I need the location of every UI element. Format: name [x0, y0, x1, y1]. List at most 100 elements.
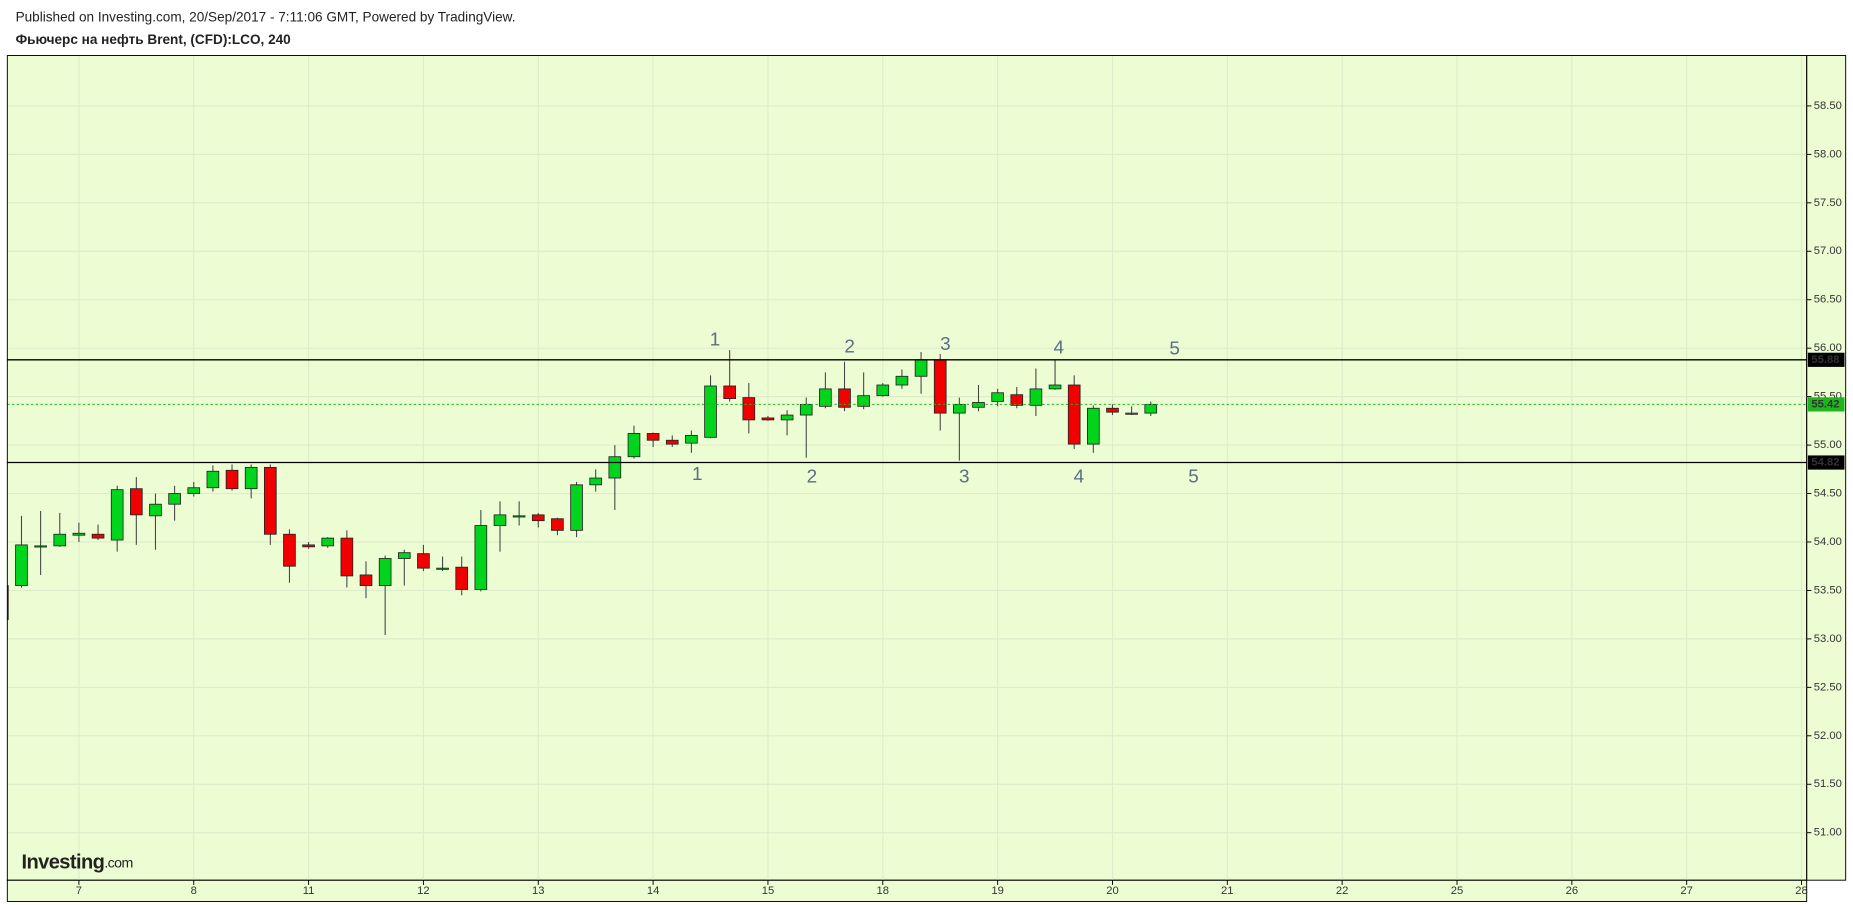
wave-label: 1: [692, 464, 703, 485]
candle-body: [340, 537, 354, 577]
x-tick-label: 19: [991, 885, 1003, 897]
candle-body: [551, 518, 564, 531]
y-tick-label: 53.00: [1814, 633, 1842, 645]
candle-body: [838, 388, 851, 408]
candle-body: [972, 402, 985, 408]
x-tick-label: 11: [303, 885, 315, 897]
candle-body: [589, 477, 603, 486]
candle-body: [1125, 412, 1138, 415]
candle-body: [780, 414, 794, 421]
candle-body: [685, 434, 698, 444]
x-tick-label: 20: [1106, 885, 1118, 897]
time-axis-area: [6, 879, 1808, 902]
wave-label: 4: [1054, 338, 1065, 359]
y-tick-label: 51.00: [1814, 827, 1842, 839]
x-tick-label: 28: [1795, 885, 1807, 897]
logo-suffix: .com: [104, 855, 132, 871]
candle-body: [742, 397, 756, 421]
candle-body: [436, 567, 449, 570]
candle-body: [263, 466, 277, 535]
level-label: 55.42: [1811, 398, 1839, 410]
published-note: Published on Investing.com, 20/Sep/2017 …: [16, 9, 516, 24]
symbol-title: Фьючерс на нефть Brent, (CFD):LCO, 240: [16, 32, 291, 47]
grid: [7, 55, 1807, 881]
candle-body: [1087, 407, 1100, 445]
y-tick-label: 52.50: [1814, 681, 1842, 693]
candle-body: [359, 574, 373, 587]
candle-body: [225, 469, 239, 490]
wave-label: 4: [1074, 466, 1085, 487]
candle-body: [34, 545, 47, 548]
y-tick-label: 54.00: [1814, 536, 1842, 548]
candle-body: [608, 456, 622, 479]
x-tick-label: 14: [647, 885, 659, 897]
candle-body: [397, 552, 411, 559]
axes: 51.00 51.50 52.00 52.50 53.00 53.50 54.00 54.50…: [7, 100, 1845, 897]
candle-body: [819, 388, 832, 407]
candle-body: [914, 359, 928, 377]
candle-body: [991, 392, 1004, 402]
candle-body: [1048, 384, 1062, 390]
candle-body: [283, 533, 296, 567]
y-tick-label: 57.00: [1814, 245, 1842, 257]
x-tick-label: 27: [1680, 885, 1692, 897]
x-tick-label: 13: [532, 885, 544, 897]
y-tick-label: 54.50: [1814, 488, 1842, 500]
candle-body: [1144, 403, 1158, 414]
candle-body: [531, 514, 545, 522]
candles: [7, 350, 1158, 636]
candle-body: [646, 433, 660, 441]
candle-body: [302, 544, 315, 548]
candle-body: [1106, 407, 1119, 413]
y-tick-label: 57.50: [1814, 197, 1842, 209]
y-tick-label: 53.50: [1814, 584, 1842, 596]
x-tick-label: 25: [1451, 885, 1463, 897]
wave-label: 3: [940, 334, 951, 355]
wave-label: 2: [807, 466, 818, 487]
y-tick-label: 56.00: [1814, 342, 1842, 354]
candle-body: [244, 466, 258, 490]
candle-body: [933, 359, 947, 414]
level-label: 55.88: [1811, 354, 1839, 366]
candle-body: [857, 395, 870, 407]
candle-body: [378, 558, 392, 587]
logo-main: Investing: [22, 852, 105, 874]
x-tick-label: 22: [1336, 885, 1348, 897]
candle-body: [512, 515, 526, 518]
level-tag: [1807, 455, 1845, 470]
x-tick-label: 8: [191, 885, 197, 897]
level-tag: [1807, 352, 1845, 367]
candle-body: [53, 533, 67, 547]
candle-body: [1010, 394, 1024, 406]
candle-body: [627, 433, 641, 458]
candle-body: [876, 384, 890, 397]
x-tick-label: 15: [762, 885, 774, 897]
y-tick-label: 58.50: [1814, 100, 1842, 112]
wave-label: 5: [1169, 339, 1180, 360]
logo: Investing.com: [22, 852, 133, 874]
candle-body: [474, 525, 488, 590]
level-label: 54.82: [1811, 456, 1839, 468]
candle-body: [455, 566, 469, 590]
candle-body: [321, 537, 335, 547]
wave-label: 1: [710, 329, 721, 350]
candle-body: [799, 403, 813, 416]
y-tick-label: 55.00: [1814, 439, 1842, 451]
candle-body: [91, 533, 105, 539]
plot-border: [6, 55, 1808, 881]
x-tick-label: 7: [76, 885, 82, 897]
candle-body: [953, 403, 966, 414]
wave-label: 3: [959, 466, 970, 487]
candle-body: [187, 487, 201, 494]
x-tick-label: 21: [1221, 885, 1233, 897]
plot-area: [7, 55, 1807, 881]
candle-body: [206, 470, 220, 489]
candle-body: [1029, 388, 1043, 406]
candle-body: [15, 544, 28, 587]
candle-body: [761, 417, 775, 421]
candle-body: [149, 503, 162, 517]
y-tick-label: 52.00: [1814, 730, 1842, 742]
wave-label: 5: [1188, 466, 1199, 487]
